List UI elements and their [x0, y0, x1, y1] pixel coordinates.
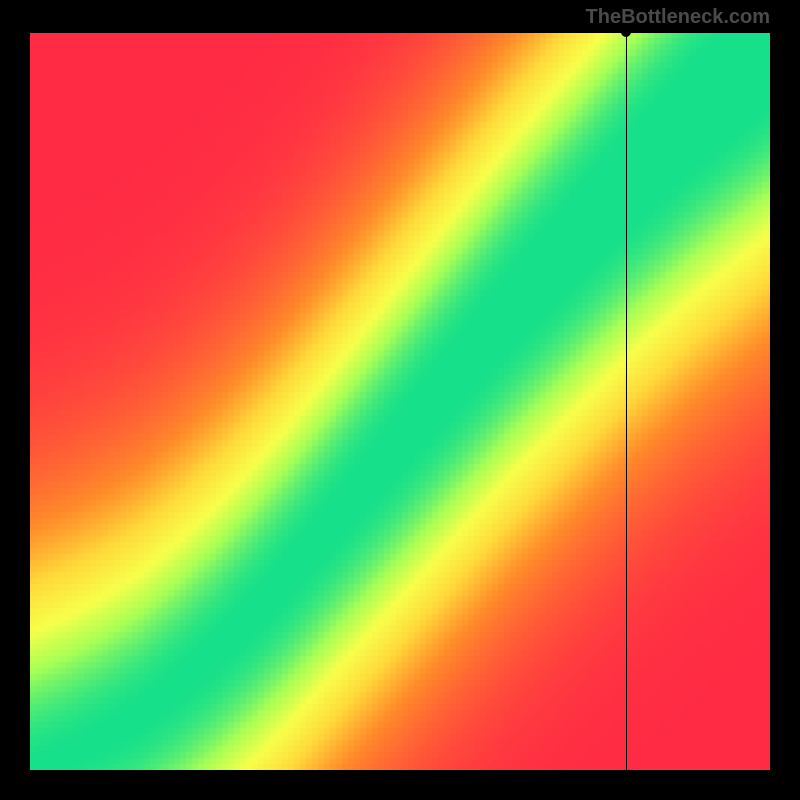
crosshair-vertical	[626, 32, 627, 770]
crosshair-horizontal	[30, 32, 770, 33]
crosshair-dot	[621, 27, 631, 37]
heatmap-plot	[30, 32, 770, 770]
heatmap-canvas	[30, 32, 770, 770]
attribution-text: TheBottleneck.com	[586, 6, 770, 29]
